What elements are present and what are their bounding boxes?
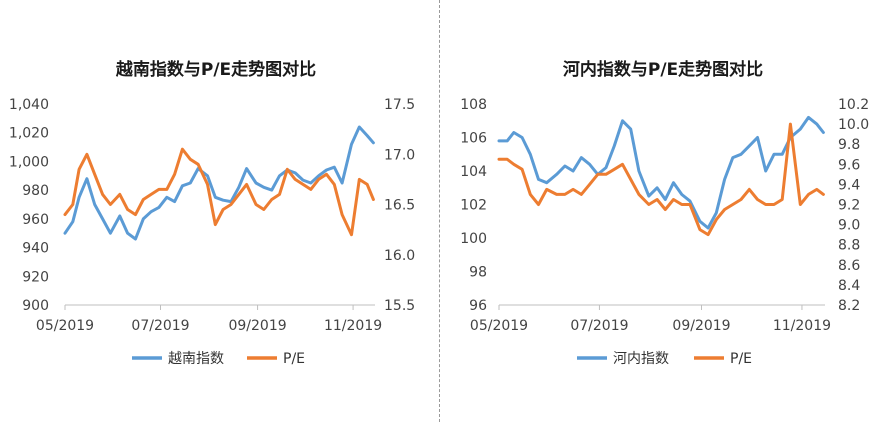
y-left-tick-label: 940	[22, 241, 49, 257]
y-left-tick-label: 900	[22, 298, 49, 314]
x-tick-label: 07/2019	[131, 318, 189, 334]
y-left-tick-label: 960	[22, 212, 49, 228]
y-right-tick-label: 9.0	[838, 218, 860, 234]
y-left-tick-label: 108	[460, 97, 487, 113]
y-right-tick-label: 8.4	[838, 278, 860, 294]
y-left-tick-label: 96	[469, 298, 487, 314]
x-tick-label: 09/2019	[672, 318, 730, 334]
series-line-2	[63, 147, 375, 237]
y-right-tick-label: 16.5	[384, 198, 415, 214]
x-tick-label: 07/2019	[570, 318, 628, 334]
panel-divider	[439, 0, 440, 422]
y-left-tick-label: 98	[469, 265, 487, 281]
x-tick-label: 11/2019	[773, 318, 831, 334]
y-left-tick-label: 102	[460, 198, 487, 214]
y-right-tick-label: 15.5	[384, 298, 415, 314]
y-left-tick-label: 1,020	[9, 126, 49, 142]
y-left-tick-label: 104	[460, 164, 487, 180]
legend-label-1: 河内指数	[613, 351, 669, 367]
y-right-tick-label: 17.0	[384, 147, 415, 163]
chart-title: 河内指数与P/E走势图对比	[563, 59, 763, 80]
y-right-tick-label: 8.6	[838, 258, 860, 274]
y-right-tick-label: 8.8	[838, 238, 860, 254]
y-right-tick-label: 9.6	[838, 157, 860, 173]
x-tick-label: 09/2019	[228, 318, 286, 334]
x-tick-label: 05/2019	[36, 318, 94, 334]
y-right-tick-label: 9.4	[838, 177, 860, 193]
y-right-tick-label: 8.2	[838, 298, 860, 314]
series-line-1	[63, 125, 375, 241]
y-left-tick-label: 106	[460, 131, 487, 147]
y-right-tick-label: 17.5	[384, 97, 415, 113]
y-left-tick-label: 920	[22, 269, 49, 285]
legend-label-2: P/E	[730, 351, 752, 367]
y-right-tick-label: 9.2	[838, 198, 860, 214]
series-line-2	[497, 122, 825, 237]
x-tick-label: 05/2019	[470, 318, 528, 334]
y-right-tick-label: 10.0	[838, 117, 869, 133]
legend-label-2: P/E	[283, 351, 305, 367]
legend-label-1: 越南指数	[168, 351, 224, 367]
y-right-tick-label: 16.0	[384, 248, 415, 264]
x-tick-label: 11/2019	[324, 318, 382, 334]
chart-title: 越南指数与P/E走势图对比	[115, 59, 316, 80]
y-left-tick-label: 1,000	[9, 154, 49, 170]
y-left-tick-label: 1,040	[9, 97, 49, 113]
y-left-tick-label: 100	[460, 231, 487, 247]
y-right-tick-label: 10.2	[838, 97, 869, 113]
y-left-tick-label: 980	[22, 183, 49, 199]
hnx-index-chart: 河内指数与P/E走势图对比 05/2019 07/2019 09/2019 11/201…	[460, 59, 869, 367]
y-right-tick-label: 9.8	[838, 137, 860, 153]
vn-index-chart: 越南指数与P/E走势图对比 05/2019 07/2019 09/2019 11/201…	[9, 59, 415, 367]
series-line-1	[497, 115, 825, 230]
